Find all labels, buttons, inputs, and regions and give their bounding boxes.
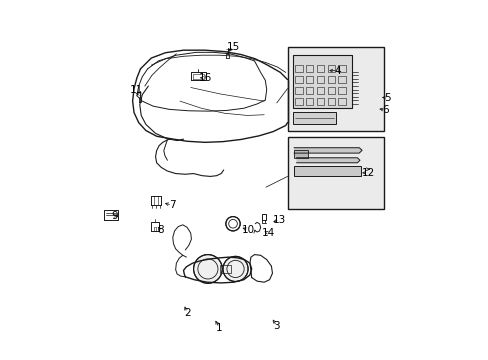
Text: 8: 8 bbox=[157, 225, 163, 235]
Bar bbox=[292, 55, 351, 108]
Circle shape bbox=[313, 62, 327, 77]
Text: 15: 15 bbox=[226, 42, 239, 51]
Bar bbox=[295, 65, 302, 72]
Bar bbox=[287, 47, 384, 131]
Text: 6: 6 bbox=[381, 105, 388, 115]
Bar bbox=[305, 87, 313, 94]
Bar bbox=[287, 137, 384, 210]
Bar bbox=[295, 76, 302, 83]
Bar bbox=[316, 87, 324, 94]
Text: 3: 3 bbox=[273, 321, 280, 331]
Text: 12: 12 bbox=[361, 168, 374, 178]
Bar bbox=[327, 98, 334, 105]
Bar bbox=[316, 76, 324, 83]
Bar bbox=[295, 98, 302, 105]
Bar bbox=[316, 98, 324, 105]
Bar bbox=[338, 65, 345, 72]
Bar bbox=[327, 87, 334, 94]
Text: 11: 11 bbox=[129, 85, 142, 95]
Text: 5: 5 bbox=[384, 93, 390, 103]
Circle shape bbox=[225, 217, 240, 231]
Bar bbox=[292, 112, 335, 125]
Bar bbox=[305, 65, 313, 72]
Bar bbox=[316, 65, 324, 72]
Bar bbox=[338, 98, 345, 105]
Bar bbox=[293, 149, 308, 158]
Bar bbox=[220, 265, 231, 273]
Text: 2: 2 bbox=[183, 308, 190, 318]
Bar bbox=[305, 98, 313, 105]
Polygon shape bbox=[296, 158, 359, 163]
Text: 1: 1 bbox=[216, 323, 222, 333]
Text: 13: 13 bbox=[272, 215, 285, 225]
Text: 7: 7 bbox=[168, 200, 175, 210]
Text: 4: 4 bbox=[334, 66, 340, 76]
Text: 10: 10 bbox=[241, 225, 254, 235]
Bar bbox=[338, 76, 345, 83]
Bar bbox=[327, 76, 334, 83]
Bar bbox=[295, 87, 302, 94]
Polygon shape bbox=[293, 148, 362, 153]
Circle shape bbox=[193, 255, 222, 283]
Bar bbox=[305, 76, 313, 83]
Bar bbox=[293, 166, 361, 176]
Bar bbox=[338, 87, 345, 94]
Bar bbox=[327, 65, 334, 72]
Text: 16: 16 bbox=[198, 73, 211, 83]
Circle shape bbox=[223, 256, 247, 282]
Text: 14: 14 bbox=[262, 228, 275, 238]
Text: 9: 9 bbox=[111, 211, 118, 221]
